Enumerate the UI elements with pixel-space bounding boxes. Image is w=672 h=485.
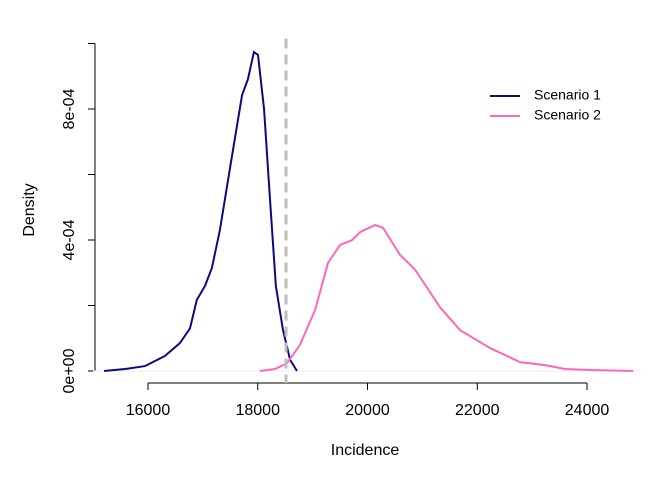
y-axis-label: Density (21, 183, 38, 236)
density-line (103, 50, 298, 372)
x-tick-label: 24000 (565, 402, 610, 419)
legend-label: Scenario 2 (534, 107, 601, 123)
legend-label: Scenario 1 (534, 87, 601, 103)
x-axis-label: Incidence (331, 442, 400, 459)
y-tick-label: 4e-04 (61, 219, 78, 260)
x-tick-label: 20000 (345, 402, 390, 419)
y-tick-label: 8e-04 (61, 88, 78, 129)
y-tick-label: 0e+00 (61, 348, 78, 393)
x-tick-label: 22000 (455, 402, 500, 419)
density-line (259, 223, 634, 372)
x-tick-label: 16000 (126, 402, 171, 419)
x-tick-label: 18000 (235, 402, 280, 419)
